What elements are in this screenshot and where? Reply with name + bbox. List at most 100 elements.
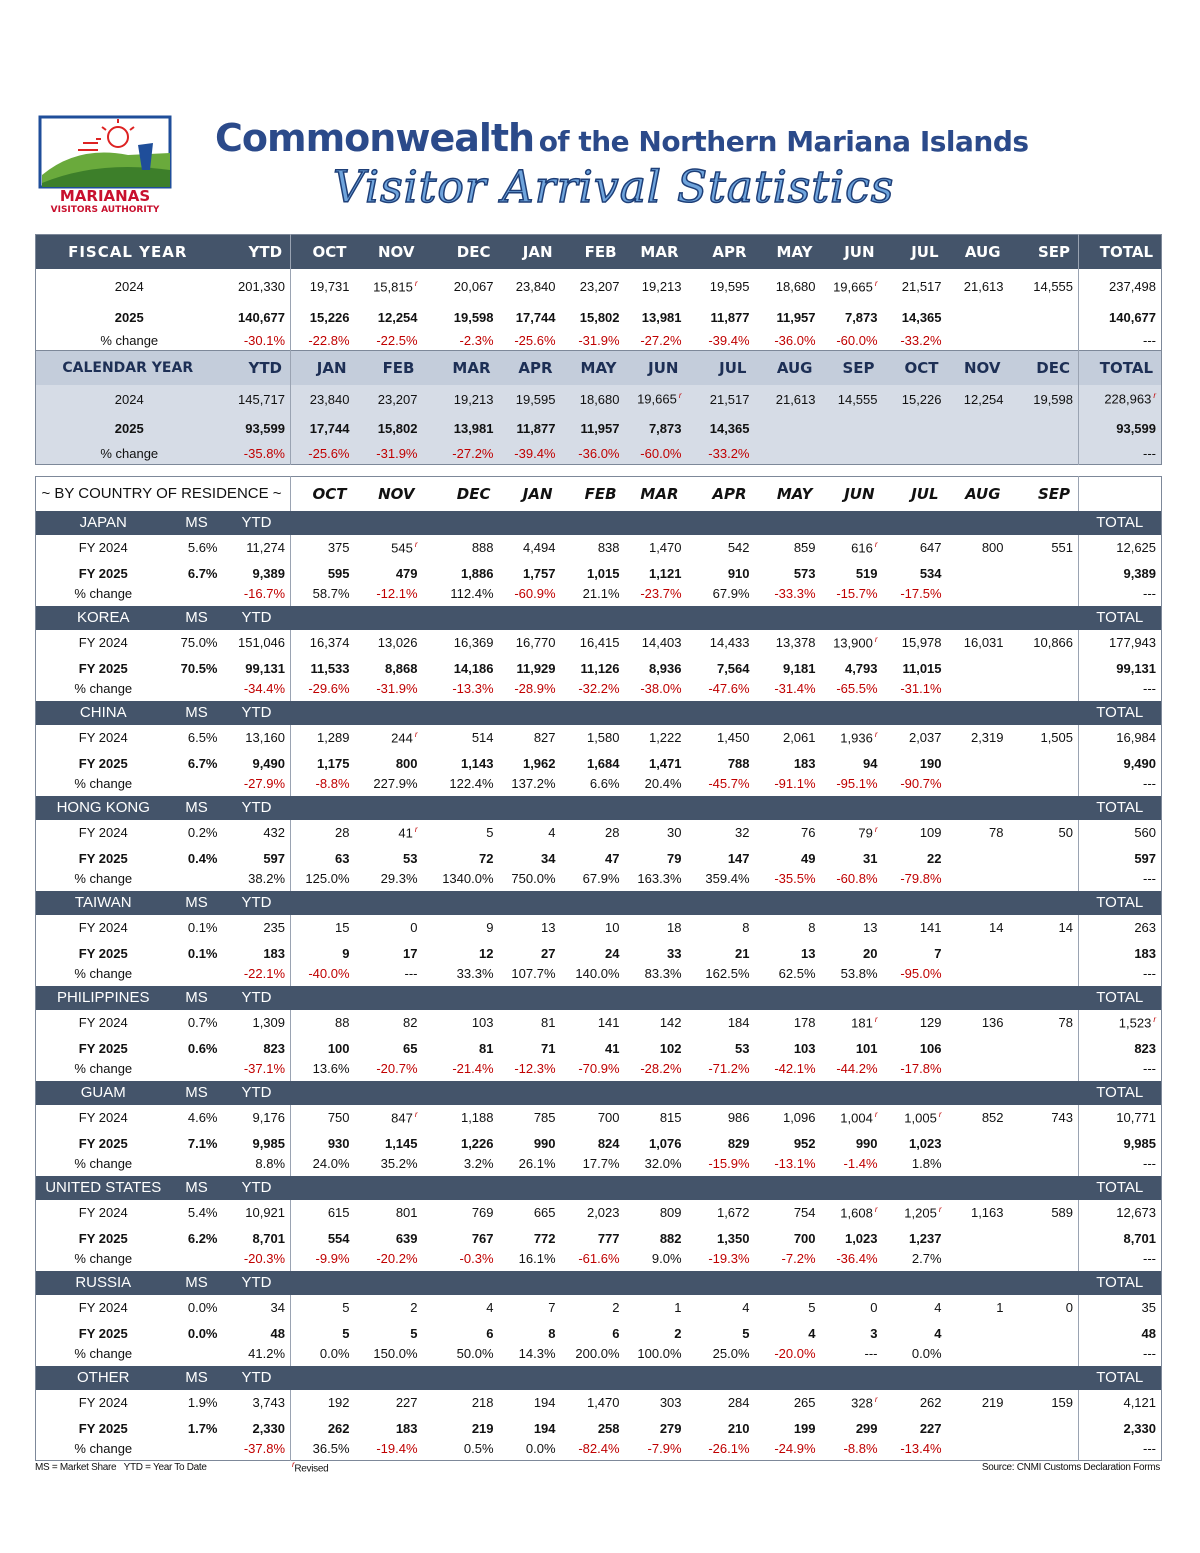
cell: FY 2024 xyxy=(78,1300,128,1315)
data-row: % change -35.8% -25.6% -31.9% -27.2% -39.4% -3… xyxy=(36,442,1162,465)
cell: 5 xyxy=(290,1294,355,1321)
cell: 1,005 r xyxy=(883,1105,947,1131)
cell: 1,023 xyxy=(908,1135,942,1151)
cell: 141 xyxy=(919,920,942,935)
cell: 190 xyxy=(919,755,942,771)
cell xyxy=(1009,941,1079,966)
cell xyxy=(821,443,883,465)
band-label: YTD xyxy=(241,1274,272,1291)
cell: 93,599 xyxy=(245,420,285,436)
cell: -17.8% xyxy=(900,1060,942,1076)
cell: 1,580 xyxy=(586,730,620,745)
source-note: Source: CNMI Customs Declaration Forms xyxy=(981,1462,1160,1473)
cell: 616 r xyxy=(821,535,883,561)
column-header: CALENDAR YEAR xyxy=(62,359,194,376)
cell: 28 xyxy=(605,825,620,840)
data-row: 2024 145,717 23,840 23,207 19,213 19,595 18,68… xyxy=(36,384,1162,414)
cell: -82.4% xyxy=(578,1440,620,1456)
cell: -2.3% xyxy=(459,332,494,348)
cell: 7,873 xyxy=(844,310,878,325)
country-band: JAPAN MS YTD TOTAL xyxy=(35,510,1162,535)
cell: FY 2025 xyxy=(78,850,128,866)
cell: 14,186 xyxy=(453,660,494,676)
data-row: FY 2025 70.5% 99,131 11,533 8,868 14,186 11,92… xyxy=(36,655,1162,681)
cell xyxy=(947,966,1009,986)
title: Commonwealth of the Northern Mariana Isl… xyxy=(215,116,1029,160)
country-band: TAIWAN MS YTD TOTAL xyxy=(35,890,1162,915)
cell: -71.2% xyxy=(708,1060,750,1076)
cell: 375 xyxy=(290,534,355,561)
cell: % change xyxy=(74,1060,133,1076)
cell: 542 xyxy=(727,540,750,555)
cell: 11,015 xyxy=(902,660,942,676)
cell: 19,598 xyxy=(1033,391,1073,407)
cell: 262 xyxy=(919,1395,942,1410)
cell: 5 xyxy=(410,1325,418,1341)
cell: 17.7% xyxy=(582,1155,620,1171)
cell: 852 xyxy=(981,1110,1004,1125)
cell: -60.8% xyxy=(836,870,878,886)
cell: 11,274 xyxy=(246,540,286,555)
cell: 15 xyxy=(290,914,355,941)
cell: -27.2% xyxy=(640,332,682,348)
cell xyxy=(947,681,1009,701)
data-row: % change -34.4% -29.6% -31.9% -13.3% -28.9% -3… xyxy=(36,680,1162,701)
cell: 20.4% xyxy=(644,775,682,791)
cell: 30 xyxy=(667,825,682,840)
cell: 8 xyxy=(548,1325,556,1341)
data-row: FY 2024 6.5% 13,160 1,289 244 r 514 827 1,580 1,2… xyxy=(36,724,1162,751)
column-header xyxy=(1078,476,1162,511)
column-header: JAN xyxy=(522,484,553,503)
cell: 4 xyxy=(742,1300,750,1315)
cell: -16.7% xyxy=(243,585,286,601)
column-header: MAY xyxy=(580,358,617,377)
cell: 1,121 xyxy=(648,565,682,581)
cell: 1,023 xyxy=(844,1230,878,1246)
revised-mark: r xyxy=(1153,391,1156,401)
data-row: FY 2025 1.7% 2,330 262 183 219 194 258 279 210 199… xyxy=(36,1415,1162,1441)
cell: 5 xyxy=(486,825,494,840)
cell: 67.9% xyxy=(582,870,620,886)
revised-mark: r xyxy=(874,1394,878,1404)
cell: 9,389 xyxy=(252,565,286,581)
cell: 41 xyxy=(605,1040,620,1056)
cell: -90.7% xyxy=(900,775,942,791)
band-label: MS xyxy=(185,989,208,1006)
cell: -31.4% xyxy=(774,680,816,696)
cell: -12.1% xyxy=(376,585,418,601)
country-band: RUSSIA MS YTD TOTAL xyxy=(35,1270,1162,1295)
cell: FY 2025 xyxy=(78,1135,128,1151)
cell: 76 xyxy=(801,825,816,840)
cell: 50 xyxy=(1058,825,1074,840)
cell: 328 r xyxy=(821,1390,883,1416)
cell xyxy=(1009,1416,1079,1441)
cell: 0.1% xyxy=(187,945,218,961)
cell: 1,672 xyxy=(716,1205,750,1220)
cell: 750.0% xyxy=(511,870,556,886)
band-label: MS xyxy=(185,1084,208,1101)
revised-mark: r xyxy=(1153,1014,1157,1024)
cell: -60.0% xyxy=(836,332,878,348)
cell-value: 616 xyxy=(851,540,873,556)
cell: 1,226 xyxy=(460,1135,494,1151)
cell: 33 xyxy=(667,945,682,961)
cell-value: 1,523 xyxy=(1118,1015,1152,1031)
column-header: JUL xyxy=(911,242,939,261)
column-header: NOV xyxy=(378,484,415,503)
cell: -37.8% xyxy=(243,1440,286,1456)
cell xyxy=(171,776,223,796)
cell: --- xyxy=(1078,1345,1162,1366)
cell: FY 2024 xyxy=(78,540,128,555)
cell: -31.9% xyxy=(376,680,418,696)
cell: 21.1% xyxy=(582,585,620,601)
cell: 534 xyxy=(919,565,942,581)
cell: -95.0% xyxy=(900,965,942,981)
cell: 15,802 xyxy=(579,310,620,325)
cell: 809 xyxy=(659,1205,682,1220)
header-row: ~ BY COUNTRY OF RESIDENCE ~ OCT NOV DEC JAN F… xyxy=(36,476,1162,511)
cell: FY 2025 xyxy=(78,945,128,961)
cell: 772 xyxy=(533,1230,556,1246)
cell: 6.7% xyxy=(187,565,218,581)
cell: 150.0% xyxy=(373,1345,418,1361)
cell: 9,181 xyxy=(782,660,816,676)
